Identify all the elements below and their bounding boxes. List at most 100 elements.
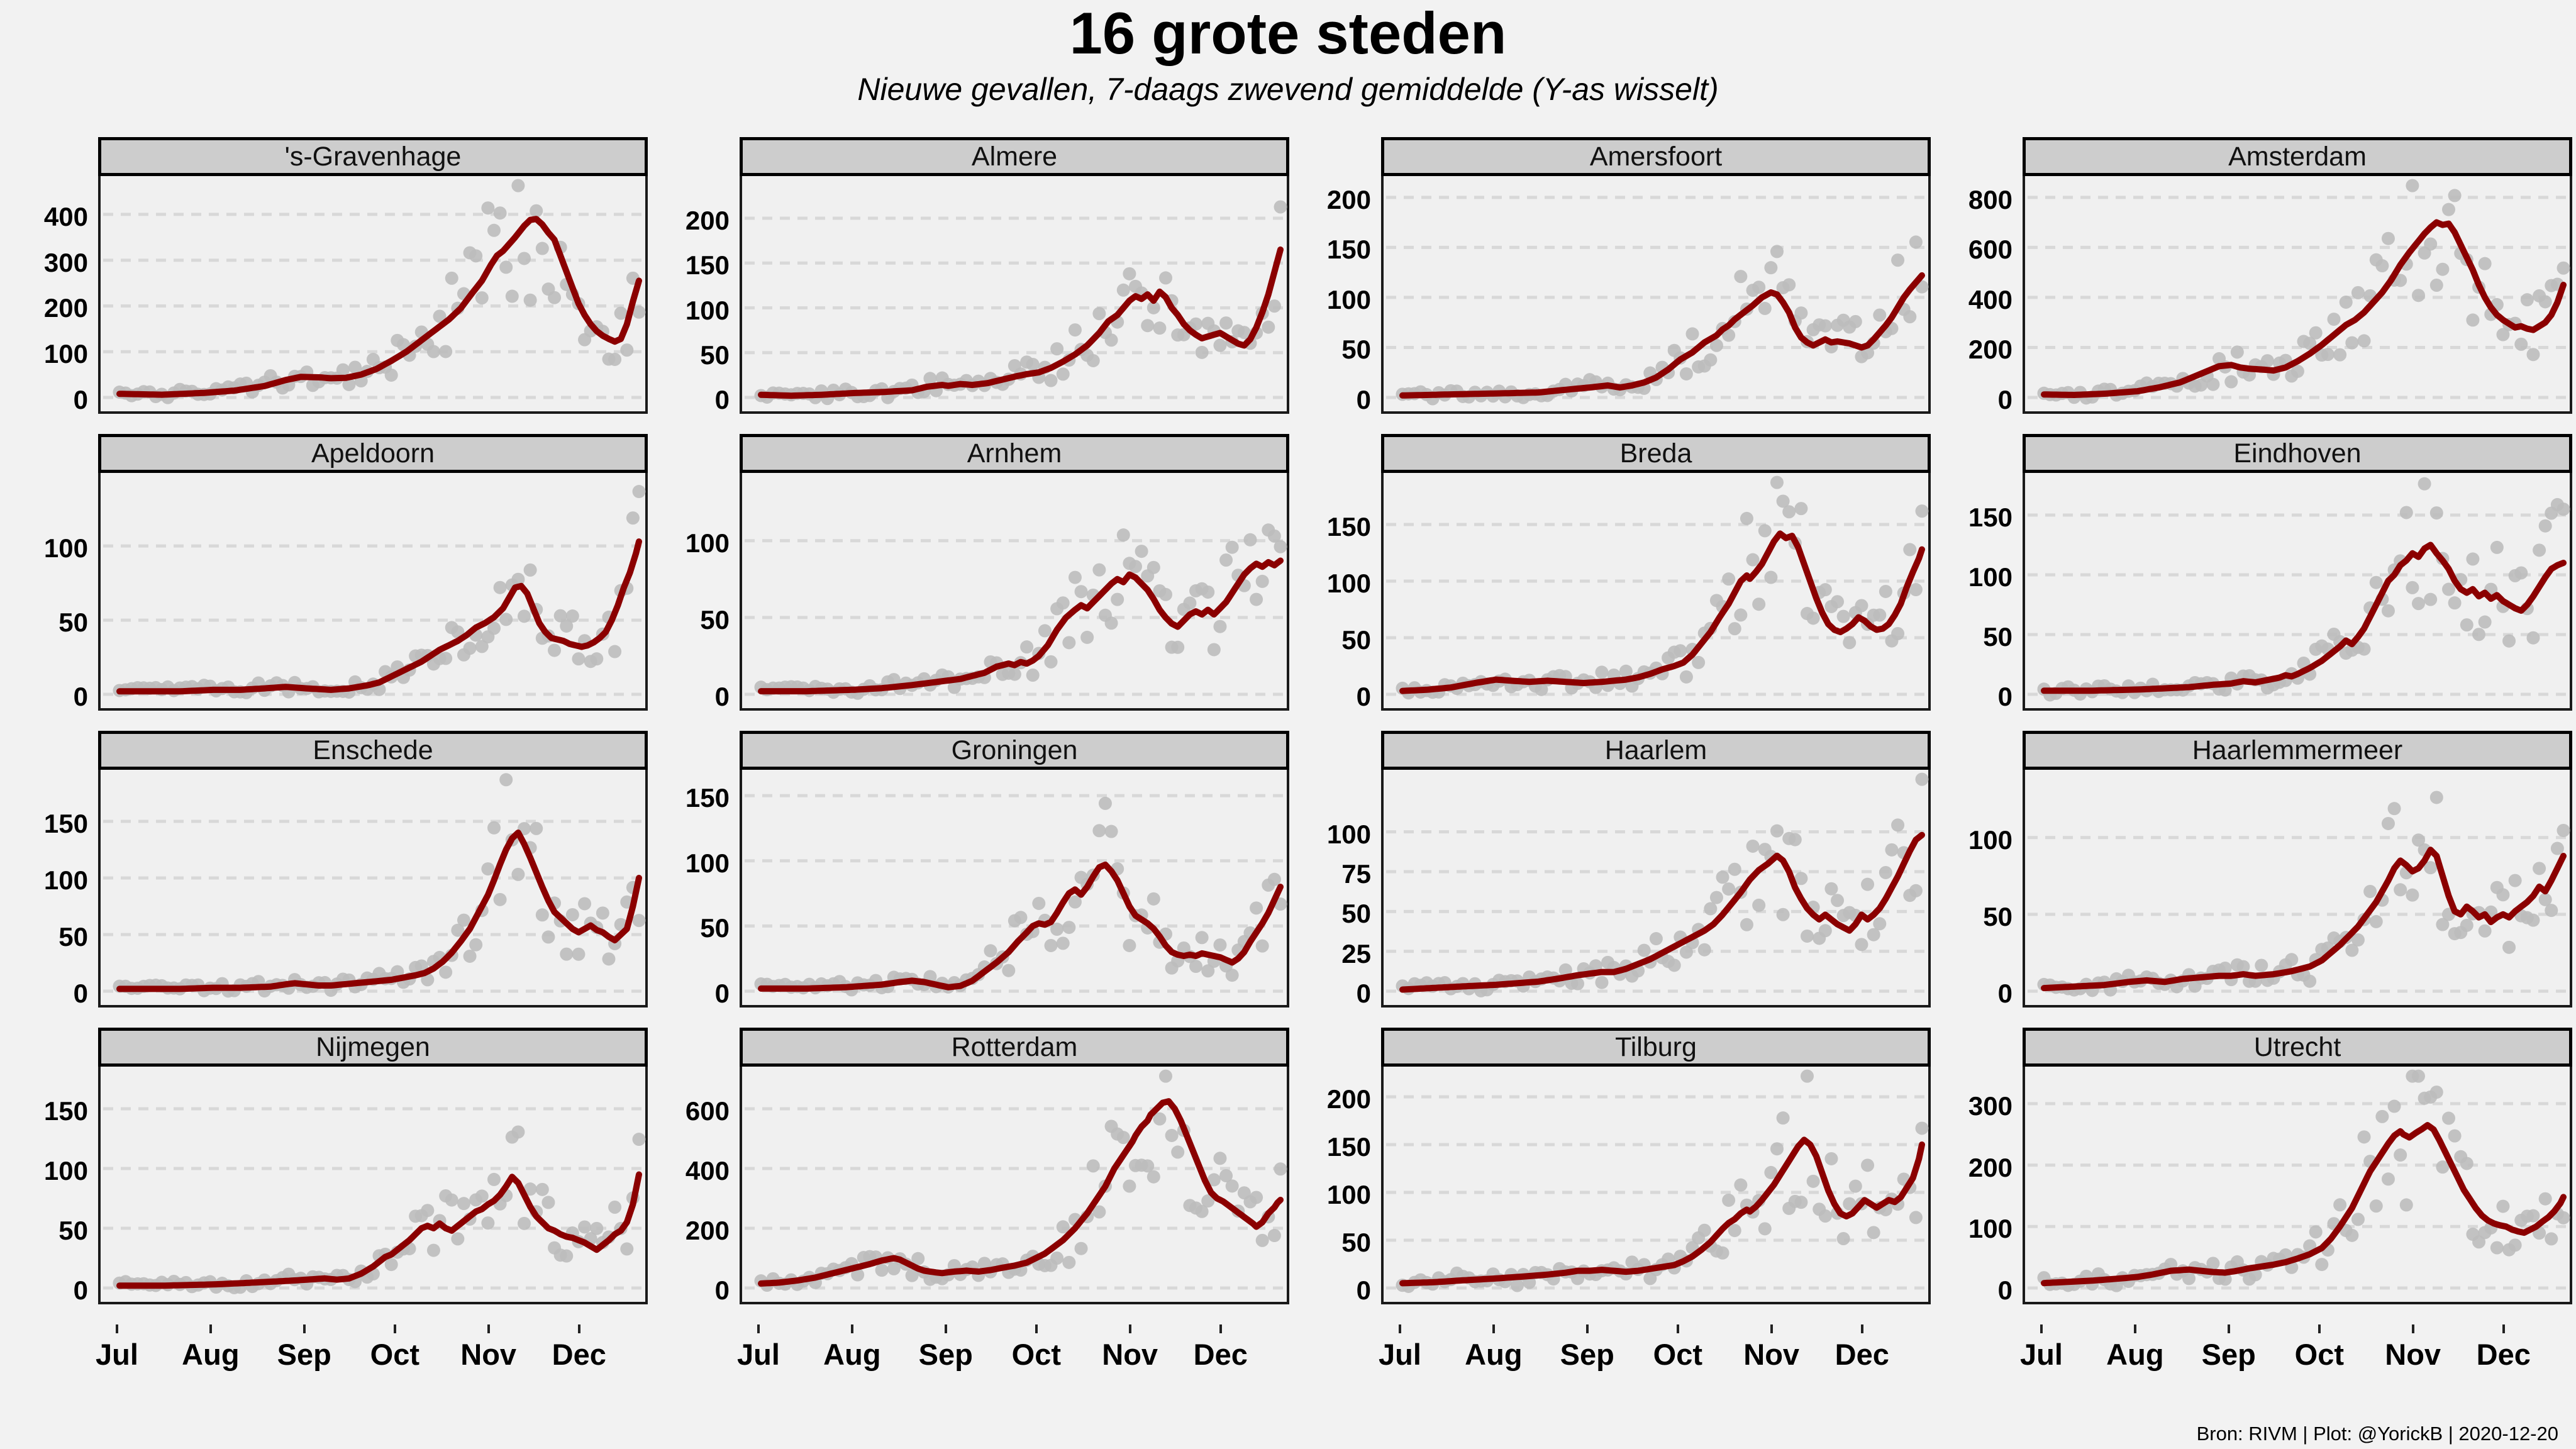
chart-svg: [103, 179, 648, 404]
data-point: [2496, 1199, 2510, 1213]
data-point: [560, 619, 574, 633]
data-point: [2411, 833, 2425, 847]
data-point: [2351, 286, 2365, 299]
chart-svg: [1386, 196, 1931, 406]
data-point: [2502, 940, 2516, 954]
x-tick-label: Dec: [1835, 1338, 1889, 1371]
data-point: [1843, 1197, 1857, 1211]
plot-area: [1381, 770, 1931, 1008]
data-point: [2424, 237, 2438, 251]
data-point: [2448, 596, 2462, 610]
data-point: [1098, 796, 1112, 810]
y-tick-label: 150: [685, 783, 730, 813]
x-tick-label: Oct: [370, 1338, 419, 1371]
data-point: [2327, 313, 2341, 326]
data-point: [1867, 1226, 1880, 1240]
y-tick-label: 50: [1341, 625, 1371, 655]
city-panel: Tilburg: [1381, 1028, 1931, 1304]
data-point: [1104, 824, 1118, 838]
plot-area: [98, 770, 648, 1008]
data-point: [1123, 938, 1136, 952]
data-point: [1873, 917, 1887, 931]
plot-area: [2023, 473, 2572, 711]
data-point: [2290, 364, 2304, 378]
data-point: [1909, 235, 1923, 249]
x-tick-label: Aug: [2106, 1338, 2164, 1371]
data-point: [1679, 945, 1693, 959]
data-point: [1207, 1173, 1221, 1187]
title-block: 16 grote steden Nieuwe gevallen, 7-daags…: [0, 2, 2576, 108]
trend-line: [758, 1098, 1284, 1287]
data-point: [1092, 563, 1106, 577]
data-point: [1915, 772, 1929, 786]
data-point: [2442, 203, 2456, 216]
data-point: [2357, 642, 2371, 656]
y-axis-labels-15: 0 100 200 300: [1931, 1028, 2023, 1305]
y-tick-label: 100: [1326, 284, 1371, 314]
data-point: [518, 609, 531, 623]
data-point: [1267, 529, 1281, 543]
data-point: [1062, 1255, 1076, 1269]
data-point: [1722, 882, 1736, 896]
x-tick: [1219, 1324, 1222, 1333]
data-point: [348, 360, 362, 374]
data-point: [2466, 552, 2480, 566]
data-point: [1195, 1204, 1209, 1218]
data-point: [2460, 918, 2473, 932]
data-point: [1782, 278, 1796, 292]
data-point: [1728, 622, 1741, 636]
y-tick-label: 0: [1356, 1275, 1371, 1305]
trend-line: [758, 557, 1284, 695]
y-tick-label: 100: [43, 1156, 88, 1185]
city-panel: Almere: [740, 137, 1289, 414]
data-point: [530, 204, 543, 218]
data-point: [1915, 504, 1929, 518]
data-point: [1818, 319, 1832, 333]
data-point: [2206, 1257, 2220, 1270]
data-point: [1716, 1246, 1729, 1260]
data-point: [1752, 280, 1766, 294]
data-point: [1909, 583, 1923, 597]
data-point: [1728, 1224, 1741, 1238]
y-tick-label: 400: [43, 201, 88, 231]
data-point: [481, 862, 495, 876]
data-point: [2472, 628, 2486, 641]
data-point: [1836, 1232, 1850, 1246]
data-point: [1250, 1191, 1263, 1204]
data-point: [1020, 640, 1034, 654]
data-point: [984, 944, 997, 958]
city-panel: Amersfoort: [1381, 137, 1931, 414]
y-tick-label: 0: [714, 682, 730, 711]
y-tick-label: 100: [1326, 1180, 1371, 1209]
data-point: [1764, 261, 1778, 275]
x-tick-label: Jul: [1379, 1338, 1421, 1371]
x-tick-label: Jul: [96, 1338, 138, 1371]
data-point: [608, 352, 622, 366]
data-point: [2248, 1268, 2262, 1282]
data-point: [572, 947, 586, 961]
data-point: [2526, 913, 2540, 927]
data-point: [1794, 306, 1808, 320]
y-axis-labels-7: 0 50 100 150: [1931, 434, 2023, 711]
data-point: [1752, 898, 1766, 912]
data-point: [1128, 560, 1142, 574]
data-point: [2303, 974, 2317, 988]
y-tick-label: 100: [685, 295, 730, 325]
data-point: [1619, 664, 1633, 678]
data-point: [1255, 574, 1269, 588]
trend-line: [758, 861, 1284, 992]
y-tick-label: 150: [43, 809, 88, 838]
data-point: [1535, 682, 1548, 696]
data-point: [2533, 543, 2546, 557]
data-point: [911, 1252, 925, 1265]
y-tick-label: 50: [700, 340, 730, 370]
data-point: [1026, 669, 1040, 682]
data-point: [565, 609, 579, 623]
data-point: [2230, 345, 2244, 359]
data-point: [2538, 1192, 2552, 1206]
data-point: [1801, 929, 1814, 943]
data-point: [1116, 528, 1130, 542]
data-point: [2466, 313, 2480, 327]
data-point: [2387, 1099, 2401, 1113]
data-point: [426, 1243, 440, 1257]
